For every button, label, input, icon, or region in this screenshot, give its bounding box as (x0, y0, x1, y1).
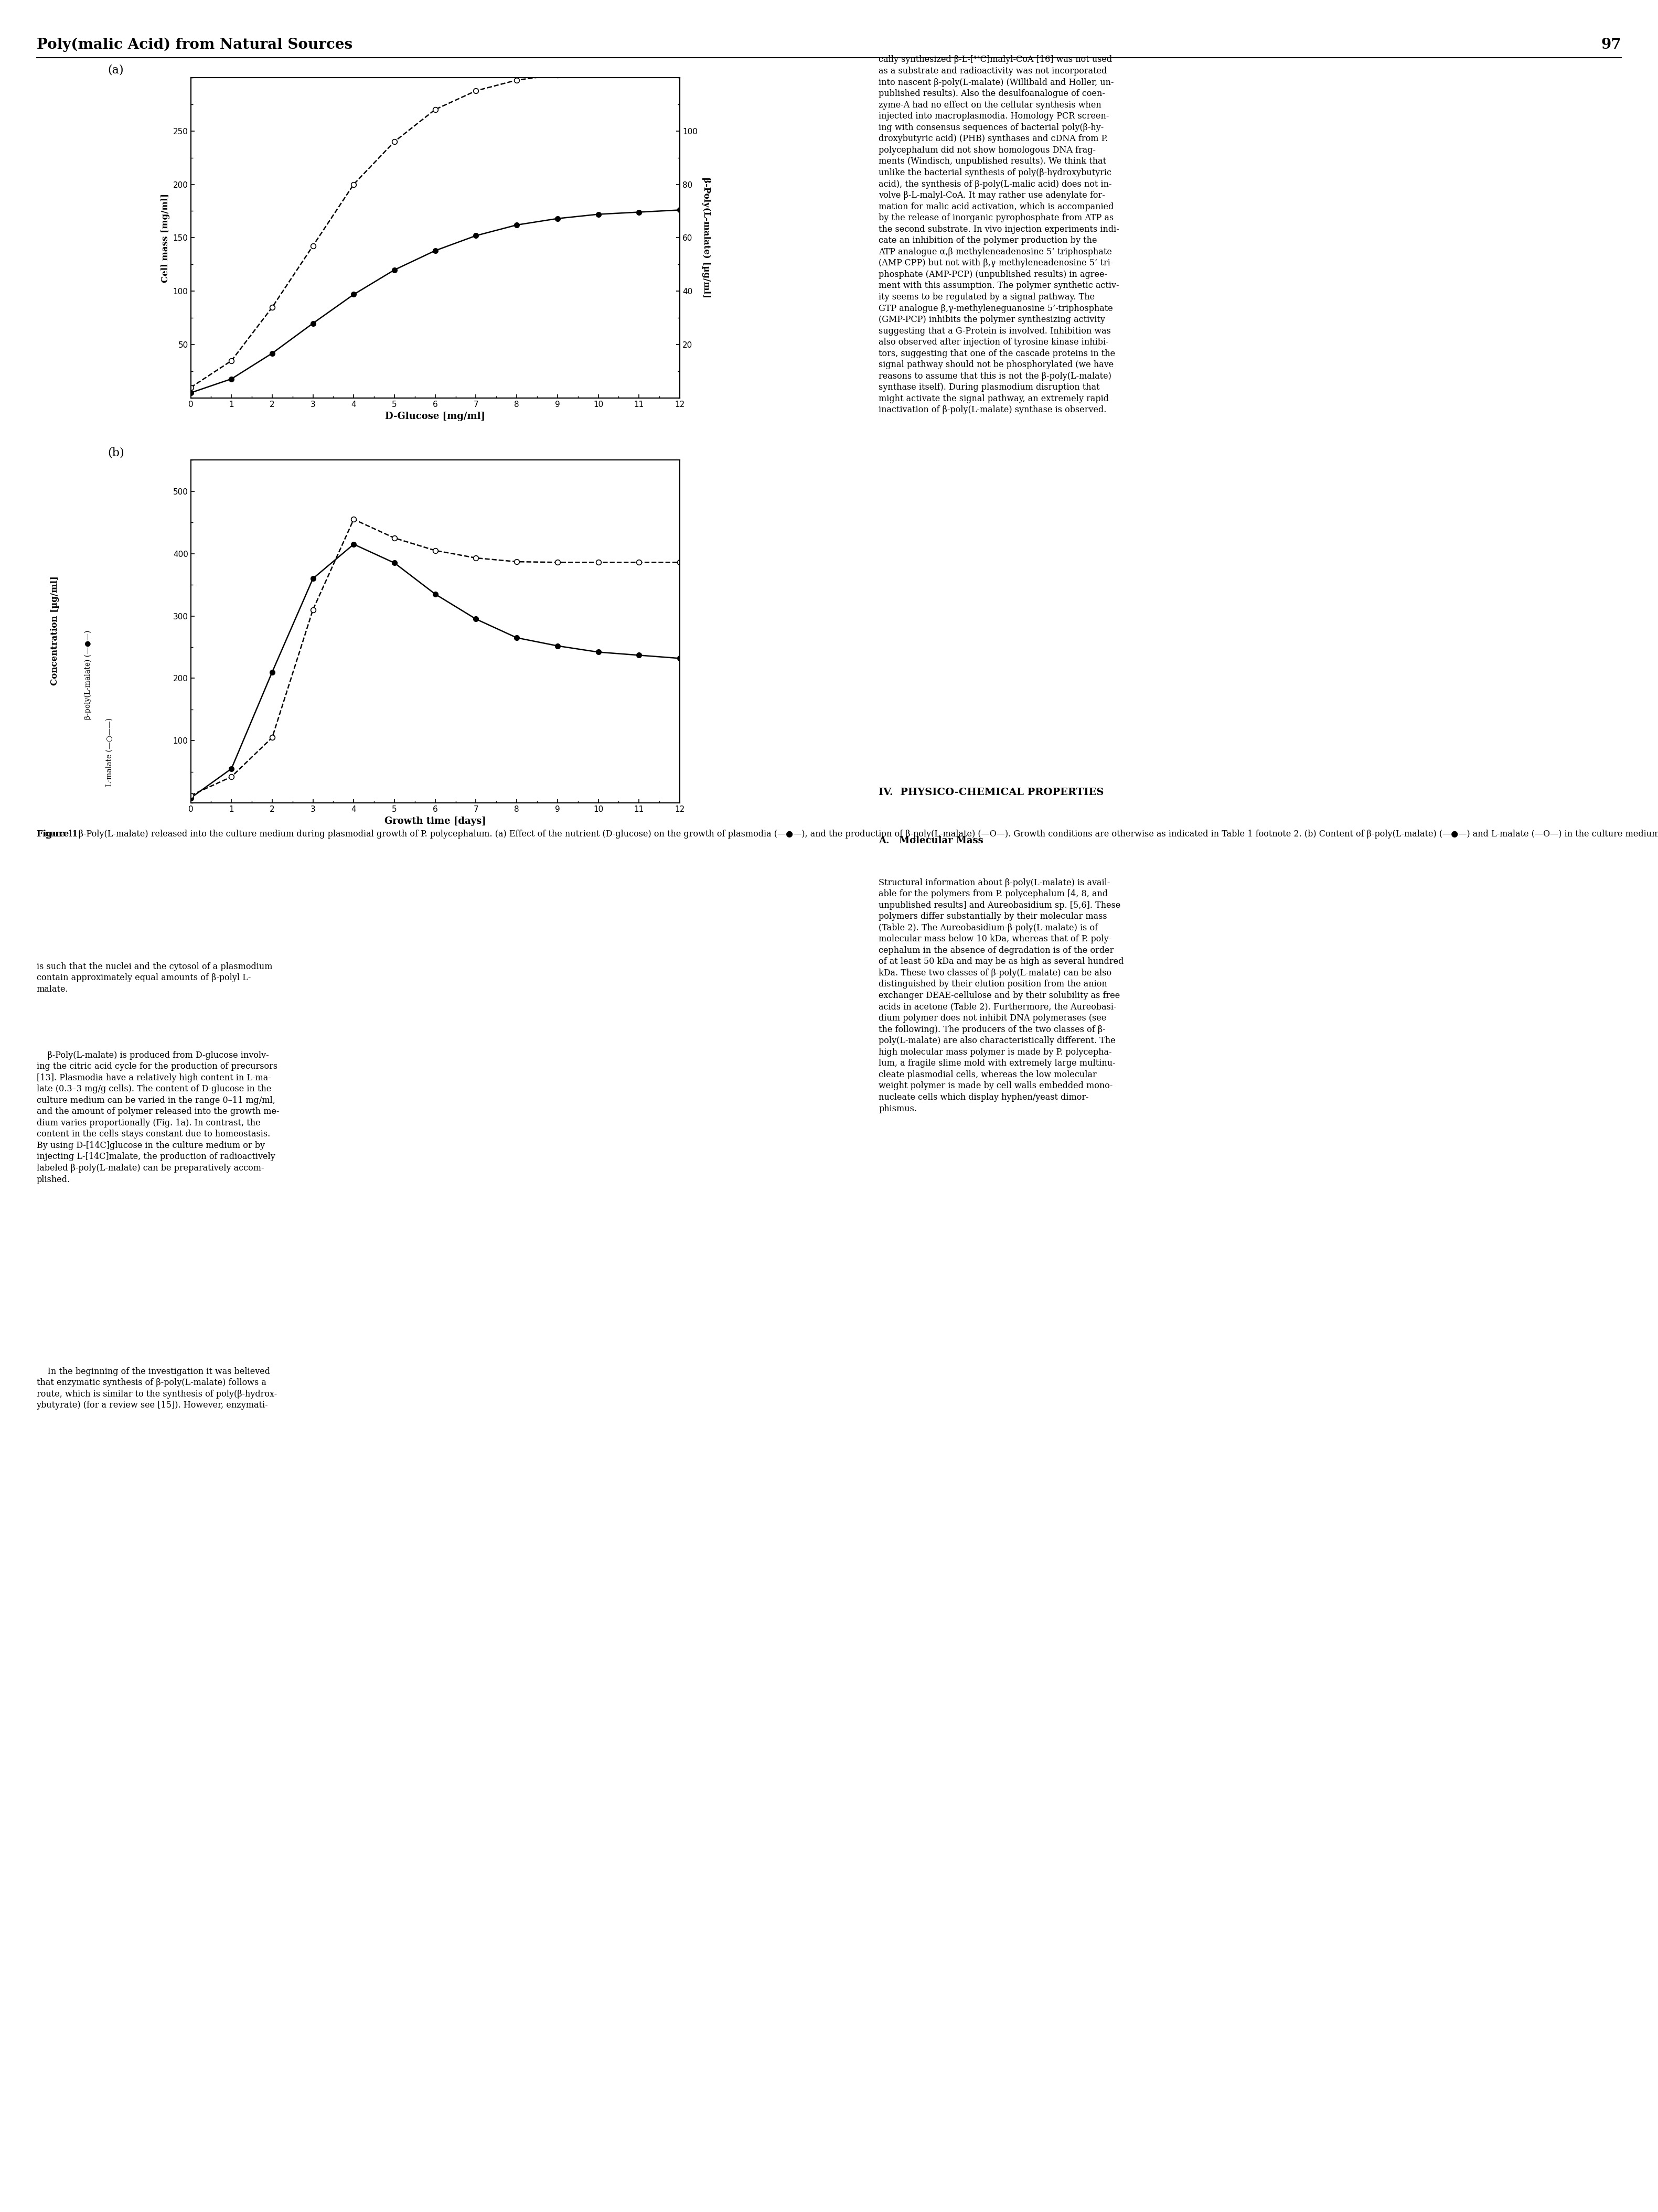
X-axis label: D-Glucose [mg/ml]: D-Glucose [mg/ml] (385, 411, 486, 420)
Text: Concentration [µg/ml]: Concentration [µg/ml] (50, 575, 60, 686)
Text: Figure 1: Figure 1 (36, 830, 78, 838)
Text: In the beginning of the investigation it was believed
that enzymatic synthesis o: In the beginning of the investigation it… (36, 1367, 277, 1409)
Y-axis label: Cell mass [mg/ml]: Cell mass [mg/ml] (161, 192, 171, 283)
Text: cally synthesized β-L-[¹⁴C]malyl-CoA [16] was not used
as a substrate and radioa: cally synthesized β-L-[¹⁴C]malyl-CoA [16… (879, 55, 1119, 414)
X-axis label: Growth time [days]: Growth time [days] (385, 816, 486, 825)
Text: IV.  PHYSICO-CHEMICAL PROPERTIES: IV. PHYSICO-CHEMICAL PROPERTIES (879, 787, 1104, 796)
Text: Figure 1  β-Poly(L-malate) released into the culture medium during plasmodial gr: Figure 1 β-Poly(L-malate) released into … (36, 830, 1658, 838)
Text: 97: 97 (1602, 38, 1622, 51)
Text: β-Poly(L-malate) is produced from D-glucose involv-
ing the citric acid cycle fo: β-Poly(L-malate) is produced from D-gluc… (36, 1051, 279, 1183)
Text: Structural information about β-poly(L-malate) is avail-
able for the polymers fr: Structural information about β-poly(L-ma… (879, 878, 1124, 1113)
Text: (b): (b) (108, 447, 124, 458)
Text: is such that the nuclei and the cytosol of a plasmodium
contain approximately eq: is such that the nuclei and the cytosol … (36, 962, 272, 993)
Text: A.   Molecular Mass: A. Molecular Mass (879, 836, 983, 845)
Text: β-poly(L-malate) (—●—): β-poly(L-malate) (—●—) (85, 630, 91, 719)
Text: L-malate (—○——): L-malate (—○——) (106, 717, 113, 787)
Y-axis label: β-Poly(L-malate) [µg/ml]: β-Poly(L-malate) [µg/ml] (701, 177, 711, 299)
Text: (a): (a) (108, 64, 124, 75)
Text: Poly(malic Acid) from Natural Sources: Poly(malic Acid) from Natural Sources (36, 38, 351, 51)
